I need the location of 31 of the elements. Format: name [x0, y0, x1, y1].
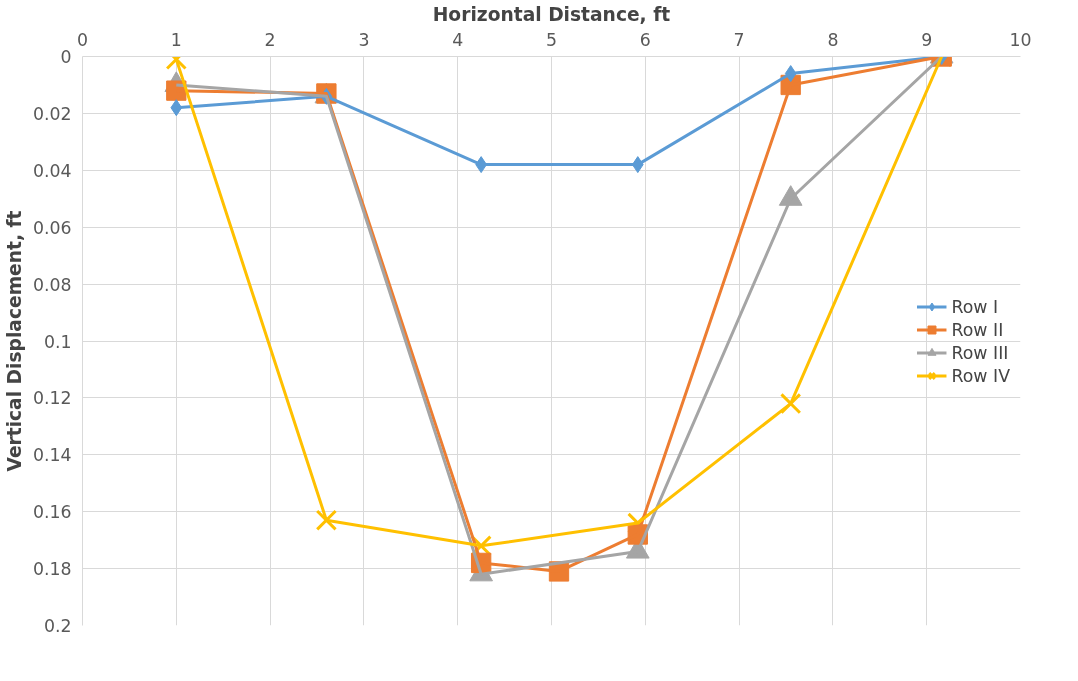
y-tick-label: 0.1 [43, 331, 72, 352]
x-tick-label: 8 [827, 29, 839, 50]
y-tick-label: 0.12 [32, 388, 72, 409]
y-tick-label: 0 [60, 47, 72, 67]
x-tick-label: 7 [733, 29, 745, 50]
y-tick-label: 0.16 [32, 502, 72, 523]
x-tick-label: 5 [545, 29, 558, 50]
y-tick-label: 0.14 [32, 445, 72, 466]
x-tick-label: 1 [170, 29, 182, 50]
point [780, 392, 802, 415]
y-tick-label: 0.08 [32, 274, 72, 295]
point [170, 99, 183, 117]
y-tick-label: 0.06 [32, 217, 72, 238]
x-tick-label: 2 [264, 29, 276, 50]
y-tick-label: 0.02 [32, 103, 72, 124]
point [315, 509, 338, 531]
x-tick-label: 3 [358, 29, 370, 50]
x-axis-title: Horizontal Distance, ft [432, 3, 671, 25]
y-tick-label: 0.2 [43, 616, 72, 636]
legend-label: Row I [951, 296, 999, 316]
x-tick-label: 0 [76, 29, 89, 50]
y-tick-label: 0.04 [32, 160, 72, 181]
legend-label: Row III [951, 342, 1009, 362]
y-axis-title: Vertical Displacement, ft [3, 210, 25, 472]
legend-label: Row IV [951, 365, 1010, 385]
y-tick-label: 0.18 [32, 559, 72, 580]
x-tick-label: 10 [1009, 29, 1032, 50]
x-tick-label: 9 [921, 29, 933, 50]
x-tick-label: 6 [639, 29, 651, 50]
x-tick-label: 4 [452, 29, 464, 50]
legend-label: Row II [951, 319, 1004, 339]
